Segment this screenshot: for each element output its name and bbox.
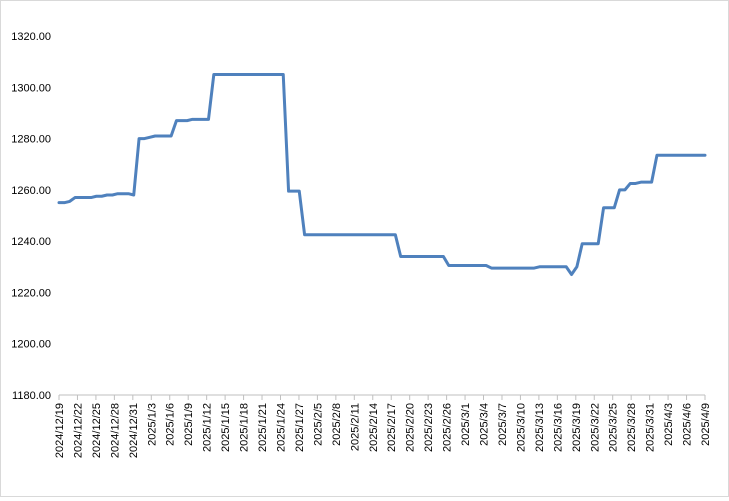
x-tick-label: 2025/2/26 (442, 403, 454, 452)
x-tick-label: 2025/2/17 (386, 403, 398, 452)
y-tick-label: 1240.00 (11, 236, 51, 248)
x-tick-label: 2025/2/11 (349, 403, 361, 451)
x-tick-label: 2025/3/19 (571, 403, 583, 452)
x-tick-label: 2025/1/27 (294, 403, 306, 452)
x-tick-label: 2025/1/12 (202, 403, 214, 452)
x-tick-label: 2025/1/3 (146, 403, 158, 446)
y-tick-label: 1300.00 (11, 82, 51, 94)
x-axis-ticks (58, 395, 706, 400)
x-axis-labels: 2024/12/19 2024/12/22 2024/12/25 2024/12/28… (54, 403, 712, 458)
x-tick-label: 2025/3/7 (497, 403, 509, 446)
x-tick-label: 2025/1/15 (220, 403, 232, 452)
x-tick-label: 2025/3/16 (552, 403, 564, 452)
x-tick-label: 2025/1/6 (165, 403, 177, 446)
x-tick-label: 2025/2/20 (405, 403, 417, 452)
x-tick-label: 2025/4/3 (663, 403, 675, 446)
plot-area (57, 72, 707, 400)
x-tick-label: 2025/2/5 (312, 403, 324, 446)
x-tick-label: 2025/3/1 (460, 403, 472, 446)
x-tick-label: 2025/1/18 (239, 403, 251, 452)
x-tick-label: 2025/1/9 (183, 403, 195, 446)
x-tick-label: 2025/4/6 (682, 403, 694, 446)
x-tick-label: 2025/3/13 (534, 403, 546, 452)
x-tick-label: 2024/12/25 (91, 403, 103, 458)
x-tick-label: 2025/2/14 (368, 403, 380, 452)
x-tick-label: 2025/3/25 (608, 403, 620, 452)
series-line (57, 72, 707, 276)
x-tick-label: 2024/12/22 (72, 403, 84, 458)
y-tick-label: 1200.00 (11, 339, 51, 351)
y-tick-label: 1260.00 (11, 185, 51, 197)
x-tick-label: 2025/2/8 (331, 403, 343, 446)
x-tick-label: 2024/12/28 (109, 403, 121, 458)
x-tick-label: 2025/2/23 (423, 403, 435, 452)
x-tick-label: 2025/3/10 (515, 403, 527, 452)
x-tick-label: 2025/1/21 (257, 403, 269, 452)
x-tick-label: 2025/4/9 (700, 403, 712, 446)
y-tick-label: 1280.00 (11, 134, 51, 146)
x-tick-label: 2025/3/4 (479, 403, 491, 446)
y-tick-label: 1180.00 (12, 390, 51, 402)
x-tick-label: 2025/1/24 (275, 403, 287, 452)
x-tick-label: 2024/12/19 (54, 403, 66, 458)
x-tick-label: 2025/3/22 (589, 403, 601, 452)
x-tick-label: 2025/3/28 (626, 403, 638, 452)
y-tick-label: 1220.00 (11, 287, 51, 299)
y-axis-labels: 1180.00 1200.00 1220.00 1240.00 1260.00 1280.… (11, 31, 51, 402)
x-tick-label: 2025/3/31 (645, 403, 657, 452)
x-tick-label: 2024/12/31 (128, 403, 140, 458)
y-tick-label: 1320.00 (11, 31, 51, 43)
